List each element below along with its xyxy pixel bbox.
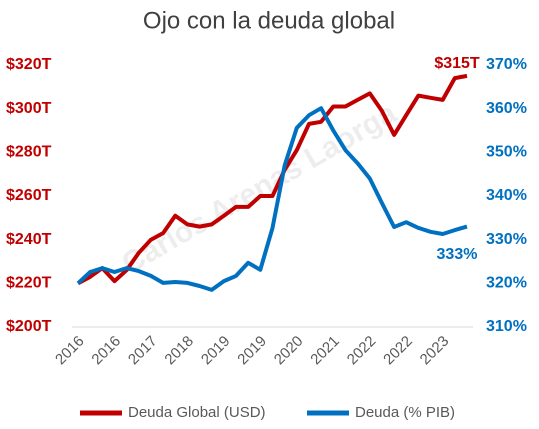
x-tick-label: 2018: [161, 333, 197, 369]
y2-tick-label: 360%: [486, 100, 527, 117]
x-tick-label: 2019: [198, 333, 234, 369]
legend-label: Deuda Global (USD): [128, 404, 266, 421]
x-tick-label: 2021: [307, 333, 343, 369]
x-tick-label: 2019: [234, 333, 270, 369]
y2-tick-label: 330%: [486, 231, 527, 248]
annotation: $315T: [434, 55, 480, 72]
y-tick-label: $300T: [6, 100, 52, 117]
y-tick-label: $220T: [6, 275, 52, 292]
annotation: 333%: [437, 246, 478, 263]
chart-title: Ojo con la deuda global: [143, 7, 395, 34]
x-tick-label: 2016: [88, 333, 124, 369]
x-tick-label: 2017: [125, 333, 161, 369]
series-line: [76, 106, 468, 292]
watermark: Carlos Arenas Laorga: [116, 97, 402, 281]
x-tick-label: 2022: [344, 333, 380, 369]
y-tick-label: $320T: [6, 56, 52, 73]
y-tick-label: $200T: [6, 318, 52, 335]
x-tick-label: 2020: [271, 333, 307, 369]
series-line: [77, 73, 468, 286]
y-tick-label: $280T: [6, 144, 52, 161]
legend-label: Deuda (% PIB): [355, 404, 455, 421]
y-tick-label: $240T: [6, 231, 52, 248]
y2-tick-label: 340%: [486, 187, 527, 204]
y2-tick-label: 320%: [486, 275, 527, 292]
x-tick-label: 2023: [417, 333, 453, 369]
x-tick-label: 2022: [380, 333, 416, 369]
y-tick-label: $260T: [6, 187, 52, 204]
y2-tick-label: 350%: [486, 144, 527, 161]
y2-tick-label: 310%: [486, 318, 527, 335]
y2-tick-label: 370%: [486, 56, 527, 73]
x-tick-label: 2016: [52, 333, 88, 369]
